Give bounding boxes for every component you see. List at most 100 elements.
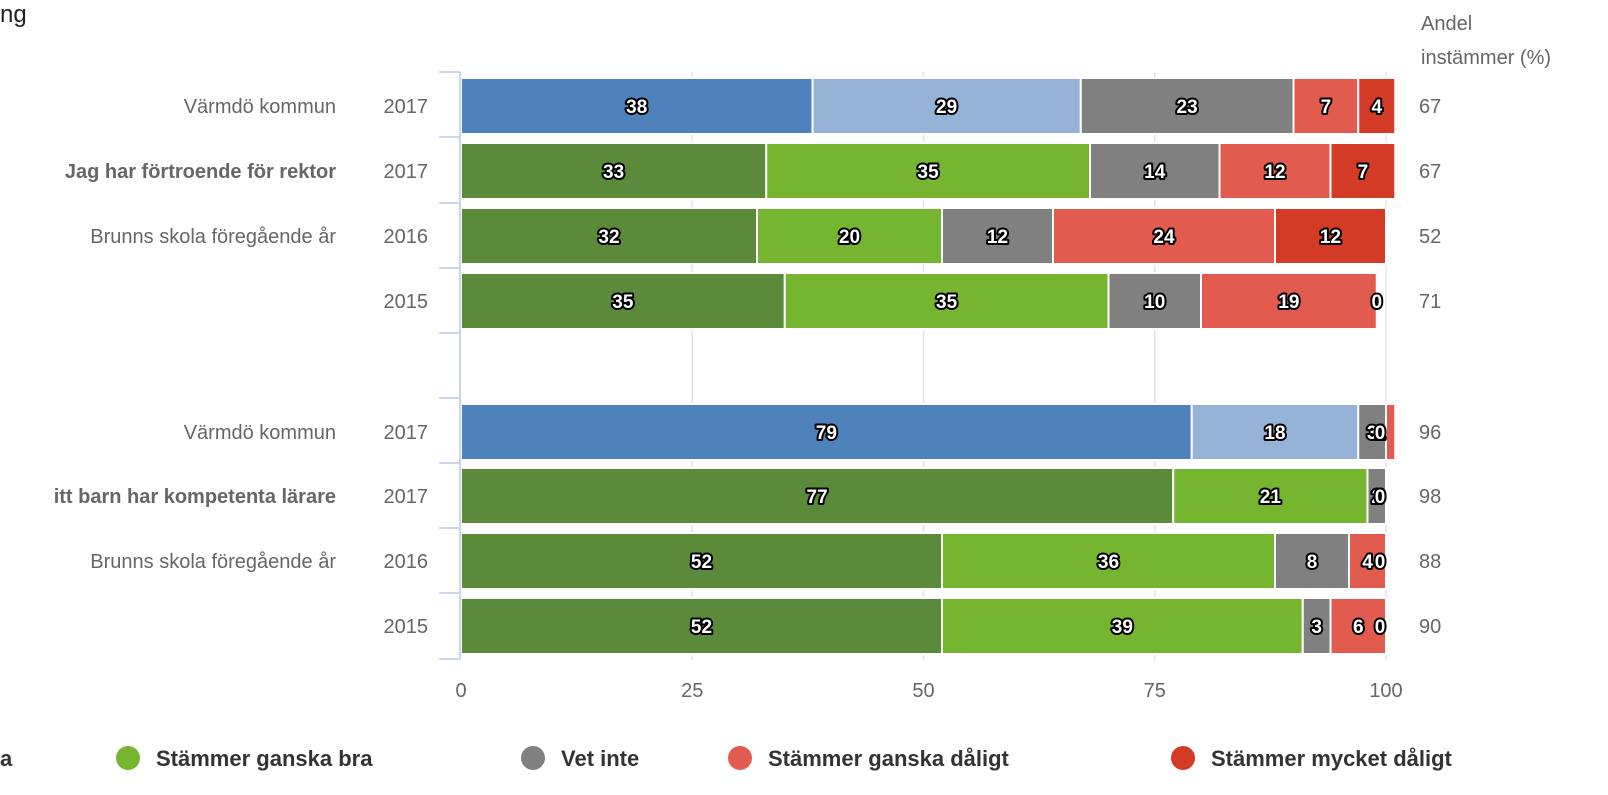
bar-segment [460, 597, 943, 655]
bar-value-label: 19 [1278, 292, 1299, 313]
category-label: Brunns skola föregående år [90, 226, 336, 248]
legend-marker [116, 746, 140, 770]
legend-item[interactable]: Stämmer ganska bra [116, 746, 373, 771]
bar-value-label: 33 [603, 162, 624, 183]
agree-value: 52 [1419, 226, 1441, 248]
bar-value-label: 39 [1112, 617, 1133, 638]
bar-segment [1218, 142, 1332, 200]
bar-value-label: 52 [691, 617, 712, 638]
bar-value-label: 8 [1307, 552, 1318, 573]
category-label: Jag har förtroende för rektor [65, 161, 336, 183]
agree-header-line2: instämmer (%) [1421, 47, 1551, 69]
agree-header-line1: Andel [1421, 13, 1472, 35]
year-label: 2015 [384, 291, 429, 313]
legend-item[interactable]: a [0, 746, 13, 771]
legend-marker [521, 746, 545, 770]
bar-value-label: 52 [691, 552, 712, 573]
legend-label: a [0, 746, 13, 771]
bar-value-label: 0 [1375, 487, 1386, 508]
agree-value: 96 [1419, 422, 1441, 444]
legend-item[interactable]: Stämmer mycket dåligt [1171, 746, 1453, 771]
agree-value: 67 [1419, 161, 1441, 183]
bar-value-label: 18 [1264, 423, 1285, 444]
bar-segment [1079, 77, 1295, 135]
bar-segment [460, 77, 814, 135]
bar-segment [941, 597, 1304, 655]
bar-value-label: 35 [936, 292, 958, 313]
bar-segment [1357, 403, 1387, 461]
bar-value-label: 21 [1260, 487, 1282, 508]
bar-segment [1348, 532, 1387, 590]
bar-value-label: 38 [626, 97, 647, 118]
bar-segment [1200, 272, 1378, 330]
x-axis: 0 25 50 75 100 [439, 71, 1403, 702]
bar-value-label: 2 [1371, 487, 1382, 508]
bar-segment [1190, 403, 1360, 461]
bar-value-label: 12 [1320, 227, 1341, 248]
bar-value-label: 0 [1375, 552, 1386, 573]
category-label: Värmdö kommun [184, 96, 336, 118]
bar-segment [941, 207, 1054, 265]
bar-segment [1052, 207, 1276, 265]
bar-value-label: 0 [1371, 292, 1382, 313]
category-label: Värmdö kommun [184, 422, 336, 444]
category-label: itt barn har kompetenta lärare [54, 486, 336, 508]
bar-value-label: 4 [1371, 97, 1382, 118]
legend-label: Vet inte [561, 746, 639, 771]
agree-value: 90 [1419, 616, 1441, 638]
bar-value-label: 0 [1375, 487, 1386, 508]
bar-segment [1329, 597, 1387, 655]
bar-segment [811, 77, 1082, 135]
year-label: 2017 [384, 161, 429, 183]
legend-marker [728, 746, 752, 770]
x-tick-label: 50 [912, 680, 934, 702]
category-label: Brunns skola föregående år [90, 551, 336, 573]
x-tick-label: 100 [1369, 680, 1402, 702]
agree-value: 71 [1419, 291, 1441, 313]
bar-value-label: 35 [918, 162, 940, 183]
bar-value-label: 36 [1098, 552, 1119, 573]
bar-value-label: 24 [1153, 227, 1175, 248]
bar-segment [460, 467, 1175, 525]
legend-label: Stämmer ganska dåligt [768, 746, 1010, 771]
bar-segment [1274, 532, 1350, 590]
bar-value-label: 14 [1144, 162, 1166, 183]
bar-segment [460, 403, 1193, 461]
legend-item[interactable]: Stämmer ganska dåligt [728, 746, 1010, 771]
year-label: 2017 [384, 486, 429, 508]
year-label: 2016 [384, 551, 429, 573]
bar-value-label: 10 [1144, 292, 1165, 313]
bar-value-label: 35 [612, 292, 634, 313]
bar-value-label: 20 [839, 227, 860, 248]
bar-value-label: 7 [1358, 162, 1369, 183]
legend-label: Stämmer ganska bra [156, 746, 373, 771]
bar-value-label: 23 [1177, 97, 1198, 118]
bar-value-label: 3 [1311, 617, 1322, 638]
bar-value-label: 7 [1321, 97, 1332, 118]
bar-value-label: 4 [1362, 552, 1373, 573]
legend-item[interactable]: Vet inte [521, 746, 639, 771]
legend-label: Stämmer mycket dåligt [1211, 746, 1453, 771]
bar-segment [1292, 77, 1360, 135]
bar-value-label: 32 [598, 227, 619, 248]
bar-value-label: 0 [1375, 423, 1386, 444]
bar-value-label: 77 [807, 487, 828, 508]
bar-value-label: 0 [1375, 617, 1386, 638]
bar-value-label: 29 [936, 97, 957, 118]
year-label: 2015 [384, 616, 429, 638]
bar-value-label: 12 [987, 227, 1008, 248]
bar-segment [1329, 142, 1397, 200]
agree-value: 88 [1419, 551, 1441, 573]
bar-segment [756, 207, 943, 265]
bar-value-label: 79 [816, 423, 837, 444]
legend: a Stämmer ganska bra Vet inte Stämmer gansk… [0, 746, 1453, 771]
bar-segment [1274, 207, 1387, 265]
bar-value-label: 12 [1264, 162, 1285, 183]
bar-segment [1385, 403, 1397, 461]
bar-value-label: 3 [1367, 423, 1378, 444]
x-tick-label: 75 [1144, 680, 1166, 702]
legend-marker [1171, 746, 1195, 770]
row-labels: Värmdö kommun 2017 67 Jag har förtroende fö… [54, 96, 1442, 638]
